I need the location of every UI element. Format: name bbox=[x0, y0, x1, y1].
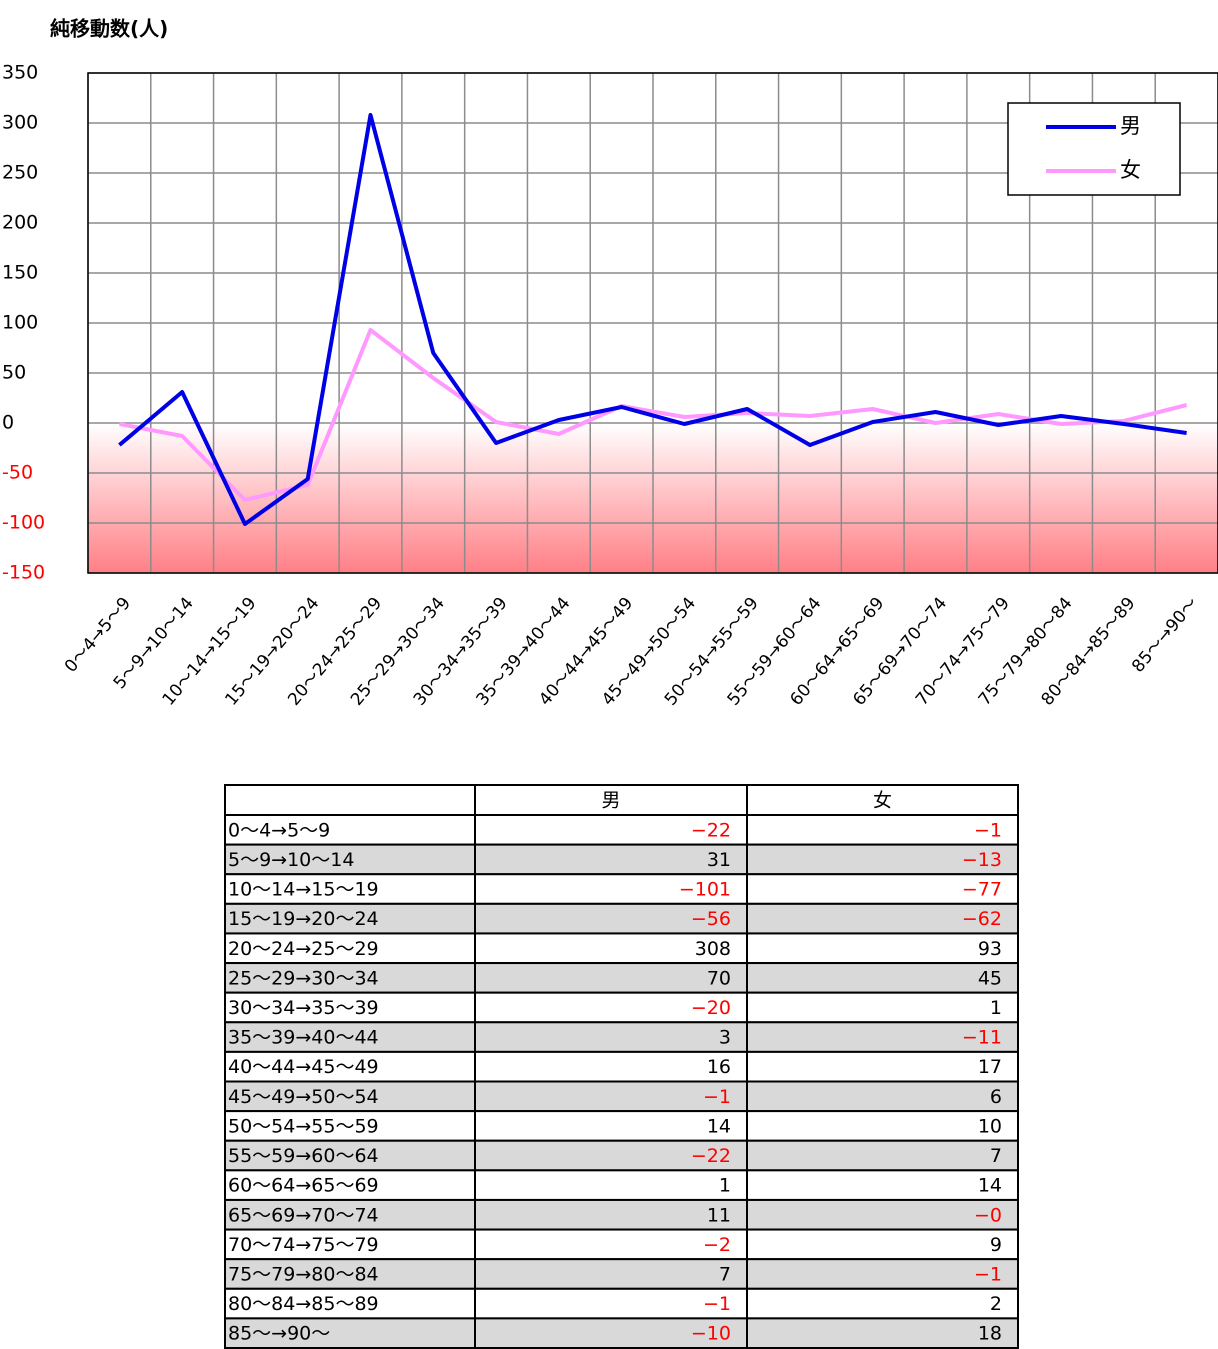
table-cell: −22 bbox=[691, 819, 731, 841]
table-cell: −1 bbox=[703, 1086, 731, 1108]
row-label: 45～49→50～54 bbox=[228, 1086, 379, 1108]
table-cell: 3 bbox=[719, 1027, 731, 1049]
table-cell: 10 bbox=[978, 1115, 1002, 1137]
table-cell: 17 bbox=[978, 1056, 1002, 1078]
table-cell: −1 bbox=[703, 1293, 731, 1315]
table-row bbox=[224, 1110, 1019, 1142]
table-cell: 70 bbox=[707, 967, 731, 989]
row-label: 40～44→45～49 bbox=[228, 1056, 379, 1078]
table-cell: 9 bbox=[990, 1234, 1002, 1256]
table-cell: 16 bbox=[707, 1056, 731, 1078]
row-label: 50～54→55～59 bbox=[228, 1115, 379, 1137]
table-cell: −20 bbox=[691, 997, 731, 1019]
row-label: 85～→90～ bbox=[228, 1323, 330, 1345]
row-label: 55～59→60～64 bbox=[228, 1145, 379, 1167]
row-label: 15～19→20～24 bbox=[228, 908, 379, 930]
table-row bbox=[224, 991, 1019, 1024]
table-cell: 14 bbox=[707, 1115, 731, 1137]
table-cell: −77 bbox=[962, 879, 1002, 901]
legend-label: 女 bbox=[1120, 158, 1141, 182]
row-label: 0～4→5～9 bbox=[228, 819, 330, 841]
row-label: 60～64→65～69 bbox=[228, 1175, 379, 1197]
legend-box bbox=[1007, 102, 1181, 196]
y-tick-label: 150 bbox=[2, 262, 38, 284]
table-row bbox=[224, 902, 1019, 935]
y-tick-label: -50 bbox=[2, 462, 33, 484]
row-label: 25～29→30～34 bbox=[228, 967, 379, 989]
table-cell: −2 bbox=[703, 1234, 731, 1256]
table-cell: 7 bbox=[719, 1263, 731, 1285]
y-tick-label: 250 bbox=[2, 162, 38, 184]
table-cell: 14 bbox=[978, 1175, 1002, 1197]
chart-title: 純移動数(人) bbox=[50, 17, 168, 41]
table-cell: −62 bbox=[962, 908, 1002, 930]
row-label: 80～84→85～89 bbox=[228, 1293, 379, 1315]
table-row bbox=[224, 1258, 1019, 1290]
table-cell: −11 bbox=[962, 1027, 1002, 1049]
row-label: 20～24→25～29 bbox=[228, 938, 379, 960]
table-cell: 1 bbox=[719, 1175, 731, 1197]
y-tick-label: 0 bbox=[2, 412, 14, 434]
table-cell: 6 bbox=[990, 1086, 1002, 1108]
table-cell: −101 bbox=[679, 879, 731, 901]
table-cell: 18 bbox=[978, 1323, 1002, 1345]
table-cell: 2 bbox=[990, 1293, 1002, 1315]
row-label: 10～14→15～19 bbox=[228, 879, 379, 901]
series-line bbox=[118, 113, 1187, 526]
table-cell: 7 bbox=[990, 1145, 1002, 1167]
table-cell: −10 bbox=[691, 1323, 731, 1345]
table-cell: −56 bbox=[691, 908, 731, 930]
y-tick-label: 50 bbox=[2, 362, 26, 384]
y-tick-label: 350 bbox=[2, 62, 38, 84]
table-row bbox=[224, 1021, 1019, 1053]
y-tick-label: 300 bbox=[2, 112, 38, 134]
table-cell: 308 bbox=[695, 938, 731, 960]
x-tick-label: 85～→90～ bbox=[1128, 594, 1202, 677]
table-cell: 45 bbox=[978, 967, 1002, 989]
table-cell: −1 bbox=[974, 1263, 1002, 1285]
row-label: 75～79→80～84 bbox=[228, 1263, 379, 1285]
row-label: 35～39→40～44 bbox=[228, 1027, 379, 1049]
legend-label: 男 bbox=[1120, 114, 1141, 138]
row-label: 5～9→10～14 bbox=[228, 849, 354, 871]
table-header bbox=[224, 784, 1019, 816]
table-header-cell: 男 bbox=[601, 790, 620, 812]
table-cell: −13 bbox=[962, 849, 1002, 871]
y-tick-label: 200 bbox=[2, 212, 38, 234]
table-cell: −0 bbox=[974, 1204, 1002, 1226]
row-label: 65～69→70～74 bbox=[228, 1204, 379, 1226]
table-cell: 1 bbox=[990, 997, 1002, 1019]
row-label: 70～74→75～79 bbox=[228, 1234, 379, 1256]
row-label: 30～34→35～39 bbox=[228, 997, 379, 1019]
table-row bbox=[224, 814, 1019, 846]
table-cell: 31 bbox=[707, 849, 731, 871]
y-tick-label: -100 bbox=[2, 512, 45, 534]
table-row bbox=[224, 1317, 1019, 1349]
plot-frame bbox=[87, 72, 1218, 574]
table-cell: −1 bbox=[974, 819, 1002, 841]
table-cell: 93 bbox=[978, 938, 1002, 960]
table-cell: 11 bbox=[707, 1204, 731, 1226]
y-tick-label: 100 bbox=[2, 312, 38, 334]
y-tick-label: -150 bbox=[2, 562, 45, 584]
table-header-cell: 女 bbox=[873, 790, 892, 812]
table-cell: −22 bbox=[691, 1145, 731, 1167]
